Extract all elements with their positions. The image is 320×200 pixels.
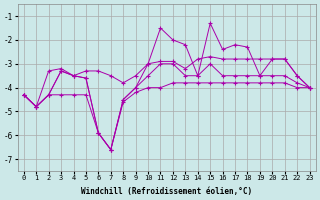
- X-axis label: Windchill (Refroidissement éolien,°C): Windchill (Refroidissement éolien,°C): [81, 187, 252, 196]
